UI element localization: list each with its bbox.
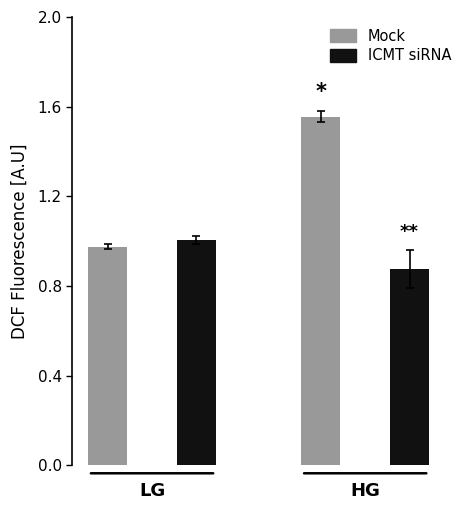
- Bar: [390, 269, 429, 465]
- Bar: [88, 247, 127, 465]
- Text: *: *: [315, 82, 326, 102]
- Text: **: **: [400, 223, 419, 241]
- Bar: [301, 117, 340, 465]
- Y-axis label: DCF Fluorescence [A.U]: DCF Fluorescence [A.U]: [11, 144, 29, 339]
- Legend: Mock, ICMT siRNA: Mock, ICMT siRNA: [326, 25, 456, 67]
- Bar: [177, 240, 216, 465]
